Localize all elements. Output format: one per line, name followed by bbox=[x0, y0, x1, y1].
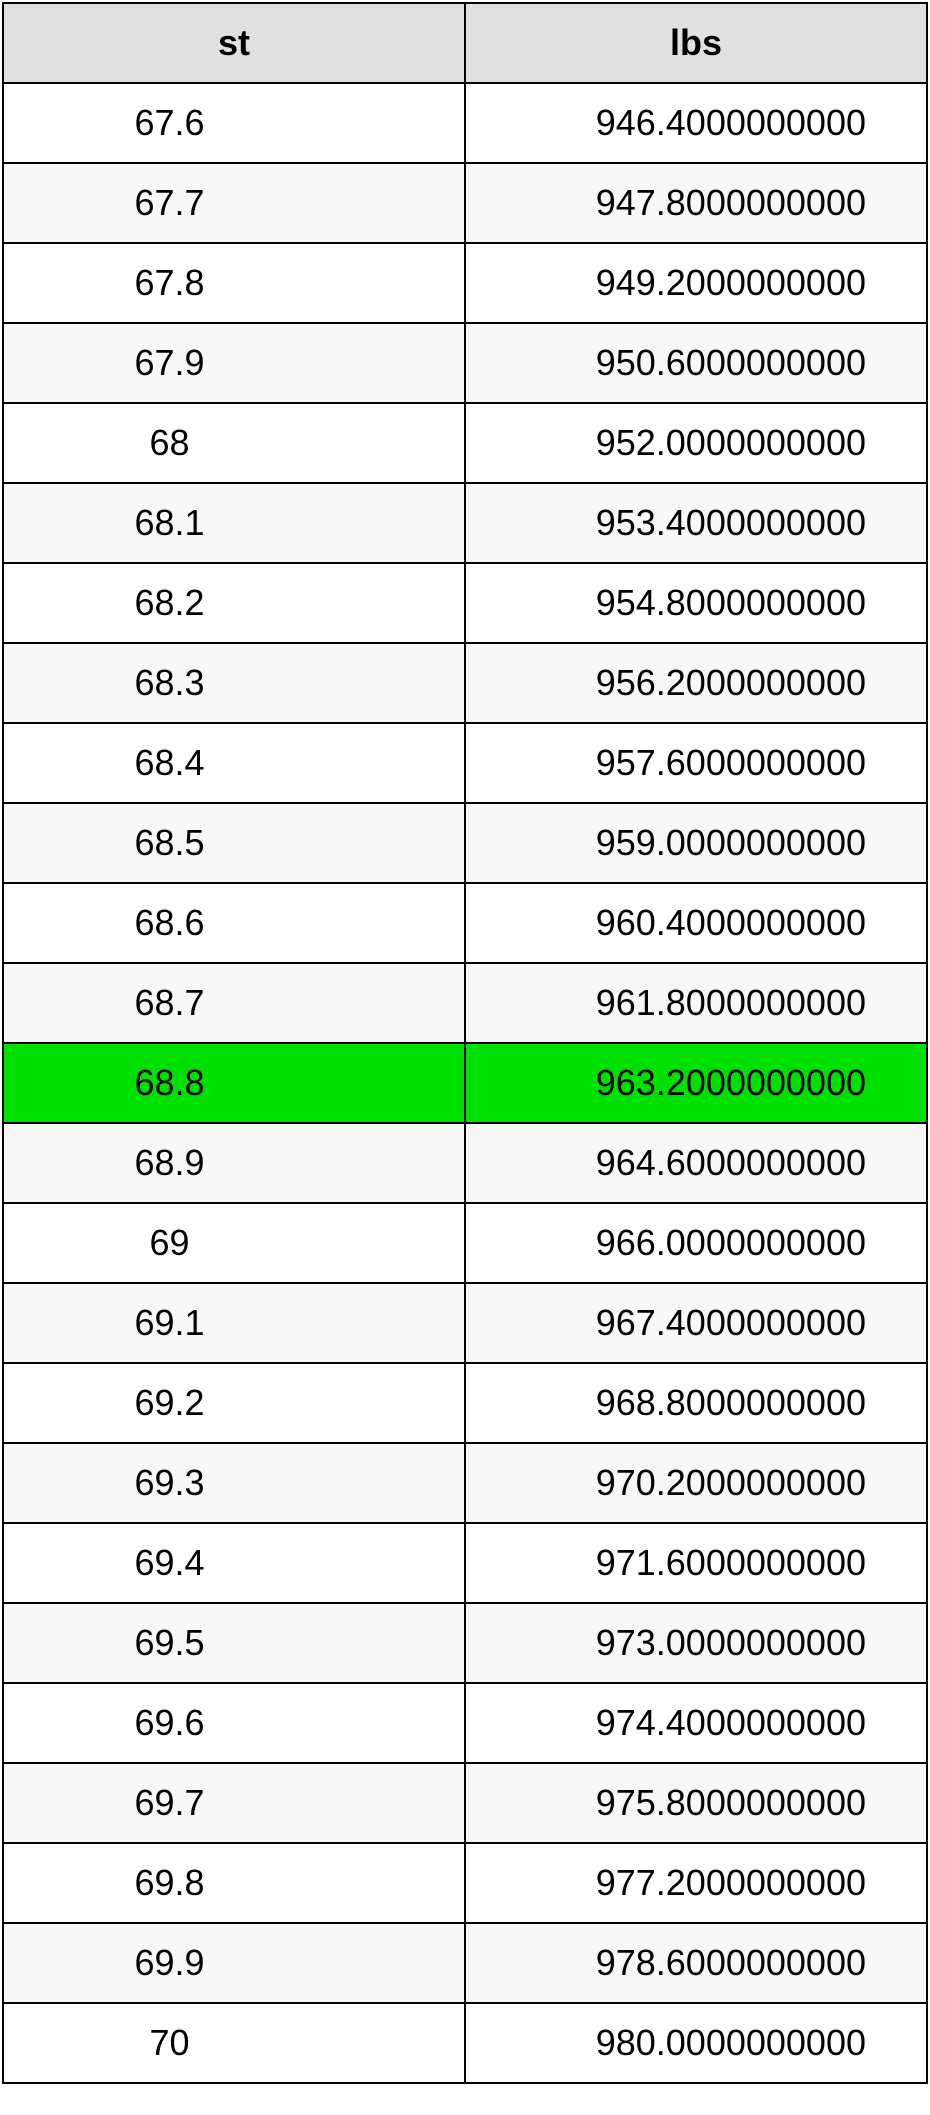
table-row: 68.4957.6000000000 bbox=[3, 723, 927, 803]
table-row: 69.1967.4000000000 bbox=[3, 1283, 927, 1363]
cell-st: 69.1 bbox=[3, 1283, 465, 1363]
table-row: 69.3970.2000000000 bbox=[3, 1443, 927, 1523]
cell-lbs: 959.0000000000 bbox=[465, 803, 927, 883]
table-body: 67.6946.4000000000 67.7947.8000000000 67… bbox=[3, 83, 927, 2083]
table-row: 69.8977.2000000000 bbox=[3, 1843, 927, 1923]
cell-st: 68.7 bbox=[3, 963, 465, 1043]
cell-lbs: 946.4000000000 bbox=[465, 83, 927, 163]
column-header-st: st bbox=[3, 3, 465, 83]
cell-lbs: 970.2000000000 bbox=[465, 1443, 927, 1523]
table-row: 67.8949.2000000000 bbox=[3, 243, 927, 323]
cell-st: 69.3 bbox=[3, 1443, 465, 1523]
cell-st: 67.9 bbox=[3, 323, 465, 403]
cell-lbs: 977.2000000000 bbox=[465, 1843, 927, 1923]
table-row: 68.7961.8000000000 bbox=[3, 963, 927, 1043]
cell-st: 68.4 bbox=[3, 723, 465, 803]
cell-st: 69 bbox=[3, 1203, 465, 1283]
table-row: 68952.0000000000 bbox=[3, 403, 927, 483]
cell-lbs: 950.6000000000 bbox=[465, 323, 927, 403]
cell-lbs: 975.8000000000 bbox=[465, 1763, 927, 1843]
table-header-row: st lbs bbox=[3, 3, 927, 83]
cell-lbs: 964.6000000000 bbox=[465, 1123, 927, 1203]
table-row: 67.6946.4000000000 bbox=[3, 83, 927, 163]
cell-lbs: 949.2000000000 bbox=[465, 243, 927, 323]
cell-st: 68.2 bbox=[3, 563, 465, 643]
cell-st: 69.8 bbox=[3, 1843, 465, 1923]
cell-lbs: 953.4000000000 bbox=[465, 483, 927, 563]
cell-lbs: 966.0000000000 bbox=[465, 1203, 927, 1283]
cell-lbs: 967.4000000000 bbox=[465, 1283, 927, 1363]
cell-st: 69.2 bbox=[3, 1363, 465, 1443]
cell-st: 67.8 bbox=[3, 243, 465, 323]
cell-lbs: 973.0000000000 bbox=[465, 1603, 927, 1683]
table-row: 69.5973.0000000000 bbox=[3, 1603, 927, 1683]
cell-lbs: 960.4000000000 bbox=[465, 883, 927, 963]
cell-lbs: 956.2000000000 bbox=[465, 643, 927, 723]
column-header-lbs: lbs bbox=[465, 3, 927, 83]
cell-st: 69.6 bbox=[3, 1683, 465, 1763]
cell-st: 69.7 bbox=[3, 1763, 465, 1843]
table-row: 68.1953.4000000000 bbox=[3, 483, 927, 563]
cell-st: 68.5 bbox=[3, 803, 465, 883]
cell-lbs: 961.8000000000 bbox=[465, 963, 927, 1043]
cell-st: 68.9 bbox=[3, 1123, 465, 1203]
table-row: 69.6974.4000000000 bbox=[3, 1683, 927, 1763]
table-row: 68.6960.4000000000 bbox=[3, 883, 927, 963]
cell-st: 69.5 bbox=[3, 1603, 465, 1683]
cell-st: 68.1 bbox=[3, 483, 465, 563]
cell-lbs: 971.6000000000 bbox=[465, 1523, 927, 1603]
table-row: 67.9950.6000000000 bbox=[3, 323, 927, 403]
table-row: 68.3956.2000000000 bbox=[3, 643, 927, 723]
cell-lbs: 974.4000000000 bbox=[465, 1683, 927, 1763]
cell-lbs: 978.6000000000 bbox=[465, 1923, 927, 2003]
cell-lbs: 954.8000000000 bbox=[465, 563, 927, 643]
cell-st: 70 bbox=[3, 2003, 465, 2083]
table-row: 67.7947.8000000000 bbox=[3, 163, 927, 243]
cell-st: 69.9 bbox=[3, 1923, 465, 2003]
cell-st: 68 bbox=[3, 403, 465, 483]
cell-lbs: 963.2000000000 bbox=[465, 1043, 927, 1123]
cell-lbs: 968.8000000000 bbox=[465, 1363, 927, 1443]
table-row: 68.9964.6000000000 bbox=[3, 1123, 927, 1203]
cell-st: 68.8 bbox=[3, 1043, 465, 1123]
conversion-table: st lbs 67.6946.4000000000 67.7947.800000… bbox=[2, 2, 928, 2084]
table-row: 69.7975.8000000000 bbox=[3, 1763, 927, 1843]
table-row: 69.4971.6000000000 bbox=[3, 1523, 927, 1603]
table-row: 69.9978.6000000000 bbox=[3, 1923, 927, 2003]
table-row: 69966.0000000000 bbox=[3, 1203, 927, 1283]
cell-st: 68.3 bbox=[3, 643, 465, 723]
cell-st: 69.4 bbox=[3, 1523, 465, 1603]
cell-lbs: 947.8000000000 bbox=[465, 163, 927, 243]
cell-lbs: 952.0000000000 bbox=[465, 403, 927, 483]
table-row: 69.2968.8000000000 bbox=[3, 1363, 927, 1443]
table-row-highlighted: 68.8963.2000000000 bbox=[3, 1043, 927, 1123]
cell-lbs: 957.6000000000 bbox=[465, 723, 927, 803]
cell-st: 68.6 bbox=[3, 883, 465, 963]
table-row: 70980.0000000000 bbox=[3, 2003, 927, 2083]
table-row: 68.2954.8000000000 bbox=[3, 563, 927, 643]
cell-lbs: 980.0000000000 bbox=[465, 2003, 927, 2083]
table-row: 68.5959.0000000000 bbox=[3, 803, 927, 883]
cell-st: 67.7 bbox=[3, 163, 465, 243]
cell-st: 67.6 bbox=[3, 83, 465, 163]
